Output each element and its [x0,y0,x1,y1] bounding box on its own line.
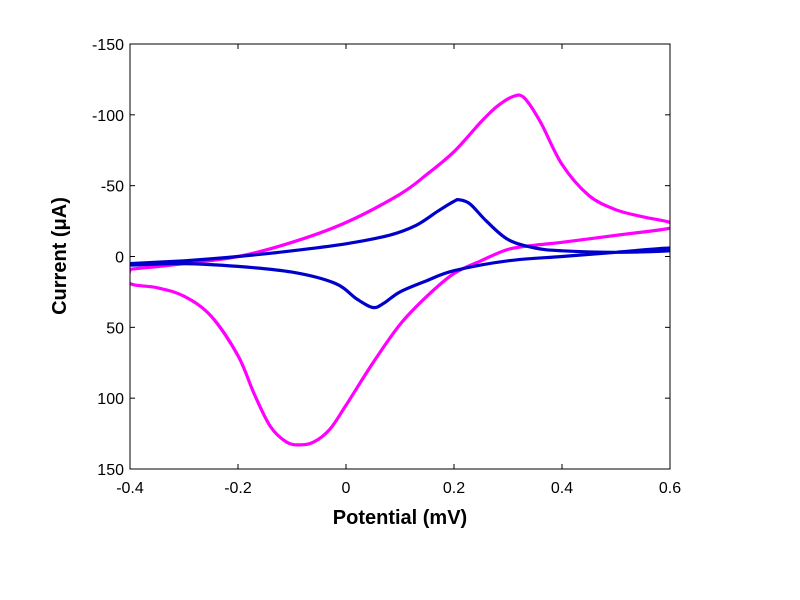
x-tick-label: 0.4 [551,480,573,497]
y-tick-label: -150 [92,37,124,54]
y-tick-label: 0 [115,250,124,267]
y-tick-label: -50 [101,179,124,196]
y-tick-label: 50 [106,320,124,337]
ticks-layer: -0.4 -0.2 0 0.2 0.4 0.6 -150 -100 -50 0 50 100 150 [92,37,681,497]
x-tick-label: -0.4 [116,480,144,497]
series-line-magenta [130,93,670,447]
x-tick-label: -0.2 [224,480,252,497]
plot-area [130,44,670,469]
x-tick-label: 0.6 [659,480,681,497]
y-tick-label: -100 [92,108,124,125]
series-layer [130,93,670,447]
x-tick-label: 0 [342,480,351,497]
y-axis-title: Current (μA) [49,197,71,315]
y-tick-label: 100 [97,391,124,408]
x-axis-title: Potential (mV) [333,507,467,529]
y-tick-label: 150 [97,462,124,479]
x-tick-label: 0.2 [443,480,465,497]
series-line-blue [130,197,670,310]
